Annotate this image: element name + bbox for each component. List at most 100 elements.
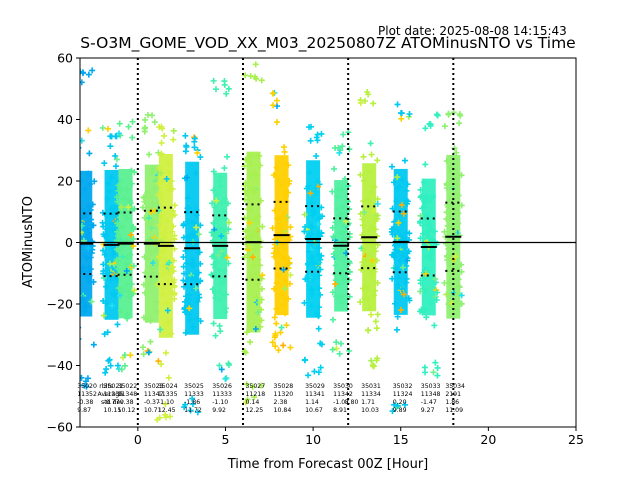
data-point bbox=[107, 143, 114, 150]
count-label: 11335 bbox=[158, 391, 178, 398]
data-point bbox=[147, 249, 154, 256]
data-point bbox=[443, 252, 450, 259]
data-point bbox=[308, 199, 315, 206]
data-point bbox=[370, 207, 377, 214]
data-point bbox=[365, 91, 372, 98]
data-point bbox=[115, 233, 122, 240]
data-point bbox=[256, 244, 263, 251]
data-point bbox=[146, 151, 153, 158]
data-point bbox=[393, 198, 400, 205]
data-point bbox=[429, 248, 436, 255]
data-point bbox=[432, 238, 439, 245]
orbit-number-label: 35024 bbox=[158, 383, 178, 390]
data-point bbox=[216, 288, 223, 295]
count-label: 11348 bbox=[421, 391, 441, 398]
data-point bbox=[365, 304, 372, 311]
data-point bbox=[140, 351, 147, 358]
overlap-label: Average bbox=[98, 391, 124, 398]
std-label: 11.09 bbox=[445, 407, 463, 414]
data-point bbox=[259, 223, 266, 230]
data-point bbox=[116, 120, 123, 127]
data-point bbox=[210, 320, 217, 327]
data-point bbox=[335, 144, 342, 151]
data-point bbox=[121, 362, 128, 369]
data-point bbox=[252, 187, 259, 194]
data-point bbox=[318, 204, 325, 211]
data-point bbox=[89, 222, 96, 229]
data-point bbox=[458, 172, 465, 179]
y-tick-label: 60 bbox=[57, 51, 73, 66]
data-point bbox=[156, 166, 163, 173]
data-point bbox=[453, 149, 460, 156]
data-point bbox=[247, 339, 254, 346]
data-point bbox=[456, 120, 463, 127]
data-point bbox=[184, 218, 191, 225]
orbit-number-label: 35033 bbox=[421, 383, 441, 390]
data-point bbox=[224, 200, 231, 207]
overlap-label: 8.80 bbox=[345, 399, 359, 406]
data-point bbox=[80, 178, 84, 185]
data-point bbox=[398, 201, 405, 208]
data-point bbox=[273, 97, 280, 104]
data-point bbox=[82, 185, 89, 192]
data-point bbox=[400, 291, 407, 298]
data-point bbox=[119, 253, 126, 260]
data-point bbox=[100, 312, 107, 319]
data-point bbox=[225, 85, 232, 92]
data-point bbox=[365, 195, 372, 202]
y-tick-label: −40 bbox=[47, 358, 73, 373]
data-point bbox=[246, 219, 253, 226]
orbit-number-label: 35028 bbox=[274, 383, 294, 390]
data-point bbox=[427, 194, 434, 201]
data-point bbox=[251, 394, 258, 401]
data-point bbox=[145, 349, 152, 356]
data-point bbox=[357, 299, 364, 306]
data-point bbox=[446, 261, 453, 268]
data-point bbox=[445, 111, 452, 118]
data-point bbox=[287, 233, 294, 240]
data-point bbox=[311, 260, 318, 267]
data-point bbox=[217, 183, 224, 190]
data-point bbox=[316, 285, 323, 292]
data-point bbox=[371, 287, 378, 294]
data-point bbox=[422, 161, 429, 168]
data-point bbox=[80, 294, 86, 301]
data-point bbox=[308, 302, 315, 309]
data-point bbox=[368, 357, 375, 364]
data-point bbox=[423, 192, 430, 199]
data-point bbox=[270, 172, 277, 179]
data-point bbox=[216, 322, 223, 329]
data-point bbox=[305, 183, 312, 190]
data-point bbox=[87, 181, 94, 188]
data-point bbox=[453, 254, 460, 261]
data-point bbox=[280, 342, 287, 349]
data-point bbox=[271, 207, 278, 214]
data-point bbox=[279, 291, 286, 298]
data-point bbox=[85, 203, 92, 210]
data-point bbox=[208, 229, 215, 236]
data-point bbox=[108, 174, 115, 181]
data-point bbox=[147, 317, 154, 324]
count-label: 11334 bbox=[361, 391, 381, 398]
data-point bbox=[194, 294, 201, 301]
data-point bbox=[329, 316, 336, 323]
data-point bbox=[112, 152, 119, 159]
count-label: 11333 bbox=[212, 391, 232, 398]
data-point bbox=[365, 327, 372, 334]
data-point bbox=[166, 259, 173, 266]
data-point bbox=[364, 258, 371, 265]
orbit-number-label: 35030 bbox=[333, 383, 353, 390]
data-point bbox=[307, 137, 314, 144]
data-point bbox=[166, 269, 173, 276]
data-point bbox=[390, 252, 397, 259]
data-point bbox=[368, 189, 375, 196]
data-point bbox=[142, 289, 149, 296]
data-point bbox=[336, 350, 343, 357]
data-point bbox=[160, 285, 167, 292]
data-point bbox=[276, 251, 283, 258]
data-point bbox=[142, 116, 149, 123]
data-point bbox=[301, 228, 308, 235]
data-point bbox=[165, 160, 172, 167]
y-tick-label: −60 bbox=[47, 420, 73, 435]
data-point bbox=[433, 111, 440, 118]
